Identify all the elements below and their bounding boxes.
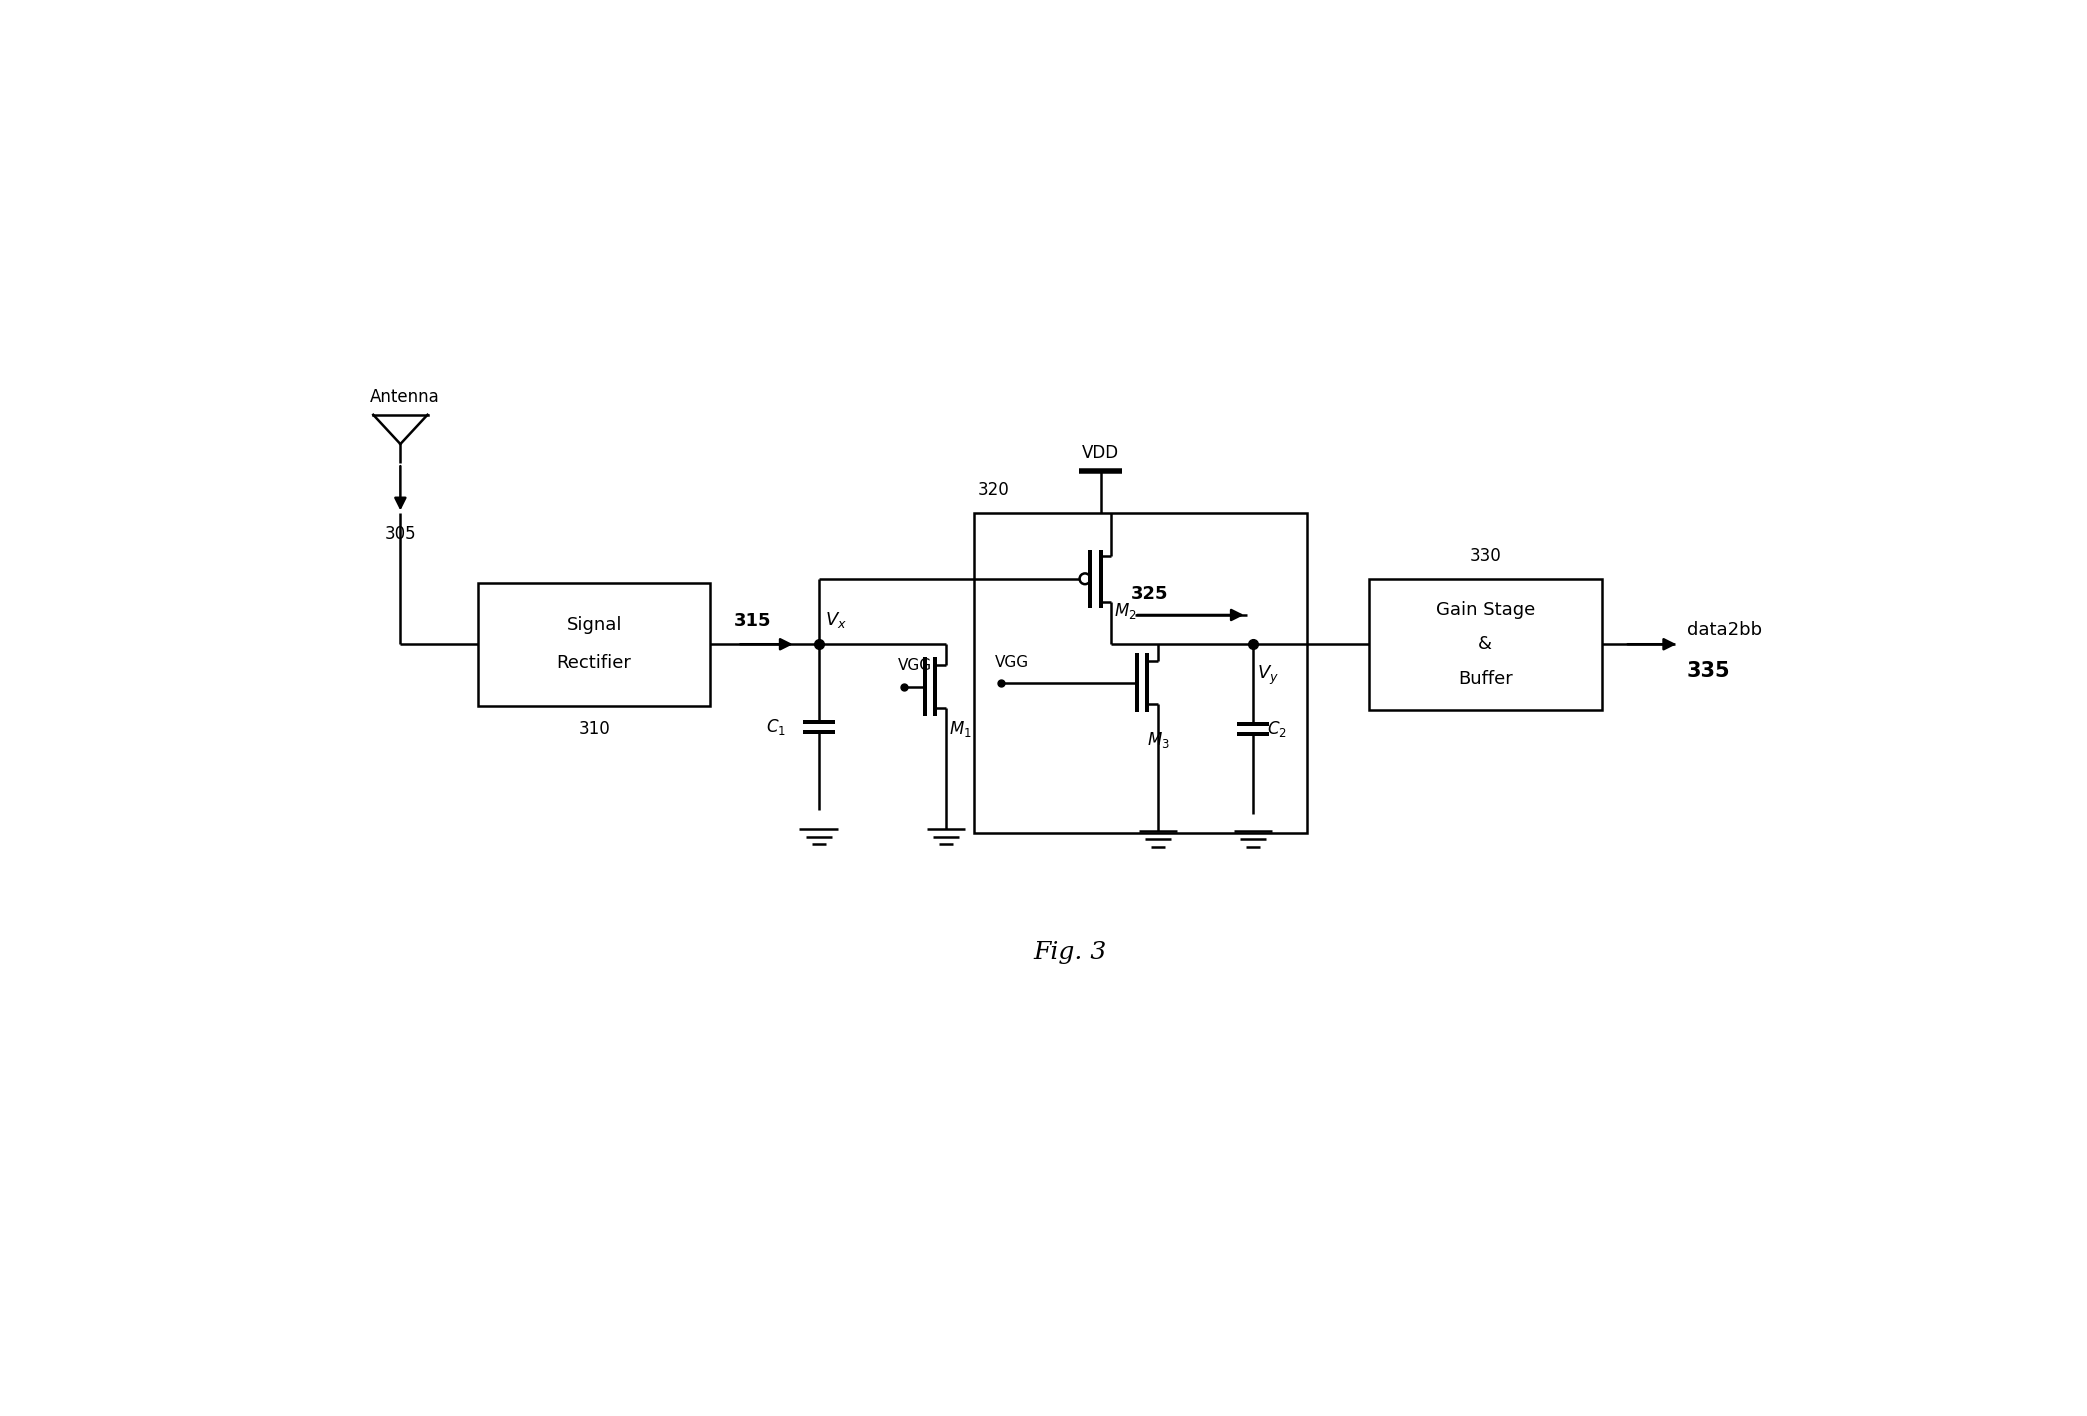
Text: Signal: Signal: [566, 616, 622, 634]
Text: 305: 305: [384, 525, 417, 542]
Text: VDD: VDD: [1081, 443, 1119, 462]
Text: $M_2$: $M_2$: [1114, 602, 1137, 622]
Text: &: &: [1478, 636, 1492, 653]
Text: 310: 310: [578, 719, 609, 738]
Text: 325: 325: [1131, 585, 1169, 603]
Text: 320: 320: [977, 481, 1010, 500]
Text: $C_2$: $C_2$: [1267, 719, 1288, 739]
Bar: [478, 582, 710, 705]
Text: $C_1$: $C_1$: [766, 716, 787, 736]
Bar: [975, 514, 1306, 833]
Bar: [1369, 579, 1601, 709]
Text: Gain Stage: Gain Stage: [1436, 600, 1536, 619]
Text: Rectifier: Rectifier: [557, 654, 632, 673]
Text: $V_y$: $V_y$: [1256, 664, 1279, 687]
Text: Buffer: Buffer: [1459, 670, 1513, 688]
Text: 330: 330: [1469, 547, 1501, 565]
Text: $V_x$: $V_x$: [824, 610, 847, 630]
Text: VGG: VGG: [995, 654, 1029, 670]
Text: Antenna: Antenna: [369, 388, 438, 405]
Text: $M_1$: $M_1$: [950, 719, 973, 739]
Text: VGG: VGG: [897, 657, 933, 673]
Text: data2bb: data2bb: [1686, 622, 1761, 640]
Text: $M_3$: $M_3$: [1148, 731, 1171, 750]
Text: Fig. 3: Fig. 3: [1033, 940, 1106, 964]
Text: 315: 315: [735, 612, 770, 630]
Text: 335: 335: [1686, 661, 1730, 681]
